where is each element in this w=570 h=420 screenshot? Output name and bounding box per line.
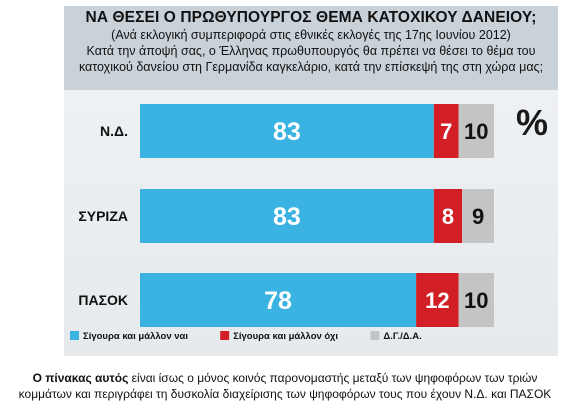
legend-label: Σίγουρα και μάλλον ναι xyxy=(83,331,188,342)
category-label: ΠΑΣΟΚ xyxy=(78,292,128,308)
legend-label: Δ.Γ./Δ.Α. xyxy=(383,331,421,342)
footer-text: είναι ίσως ο μόνος κοινός παρονομαστής μ… xyxy=(128,371,538,385)
data-label: 9 xyxy=(472,204,484,229)
legend-swatch xyxy=(70,331,79,340)
data-label: 83 xyxy=(273,203,301,231)
data-label: 7 xyxy=(440,119,452,144)
data-label: 8 xyxy=(442,204,454,229)
bar-segment xyxy=(458,273,494,327)
data-label: 78 xyxy=(264,287,292,315)
chart-subtitle-2: Κατά την άποψή σας, ο Έλληνας πρωθυπουργ… xyxy=(86,44,536,58)
data-label: 10 xyxy=(464,119,488,144)
bar-segment xyxy=(140,104,434,158)
bar-segment xyxy=(433,189,463,243)
bar-segment xyxy=(433,104,459,158)
legend-label: Σίγουρα και μάλλον όχι xyxy=(233,331,338,342)
stacked-bar-chart: Ν.Δ. 83 7 10 ΣΥΡΙΖΑ 83 8 9 ΠΑΣΟΚ 78 12 10% Σίγουρα κ… xyxy=(70,102,548,342)
legend-swatch xyxy=(370,331,380,340)
category-label: ΣΥΡΙΖΑ xyxy=(78,208,128,224)
bar-segment xyxy=(140,189,434,243)
footer-line-2: κομμάτων και περιγράφει τη δυσκολία διαχ… xyxy=(18,387,552,401)
footer-lead: Ο πίνακας αυτός xyxy=(32,371,129,385)
data-label: 10 xyxy=(464,288,488,313)
chart-panel: Ν.Δ. 83 7 10 ΣΥΡΙΖΑ 83 8 9 ΠΑΣΟΚ 78 12 10% Σίγουρα κ… xyxy=(64,90,558,356)
chart-title: ΝΑ ΘΕΣΕΙ Ο ΠΡΩΘΥΠΟΥΡΓΟΣ ΘΕΜΑ ΚΑΤΟΧΙΚΟΥ Δ… xyxy=(85,9,537,26)
chart-subtitle-1: (Ανά εκλογική συμπεριφορά στις εθνικές ε… xyxy=(111,28,511,42)
bar-segment xyxy=(462,189,494,243)
chart-subtitle-3: κατοχικού δανείου στη Γερμανίδα καγκελάρ… xyxy=(78,60,544,74)
data-label: 83 xyxy=(273,118,301,146)
percent-symbol: % xyxy=(516,102,548,143)
chart-header: ΝΑ ΘΕΣΕΙ Ο ΠΡΩΘΥΠΟΥΡΓΟΣ ΘΕΜΑ ΚΑΤΟΧΙΚΟΥ Δ… xyxy=(64,6,558,90)
legend-swatch xyxy=(220,331,230,340)
category-label: Ν.Δ. xyxy=(100,123,128,139)
footer-note: Ο πίνακας αυτός είναι ίσως ο μόνος κοινό… xyxy=(0,370,570,402)
bar-segment xyxy=(140,273,417,327)
bar-segment xyxy=(416,273,459,327)
bar-segment xyxy=(458,104,494,158)
data-label: 12 xyxy=(425,288,449,313)
